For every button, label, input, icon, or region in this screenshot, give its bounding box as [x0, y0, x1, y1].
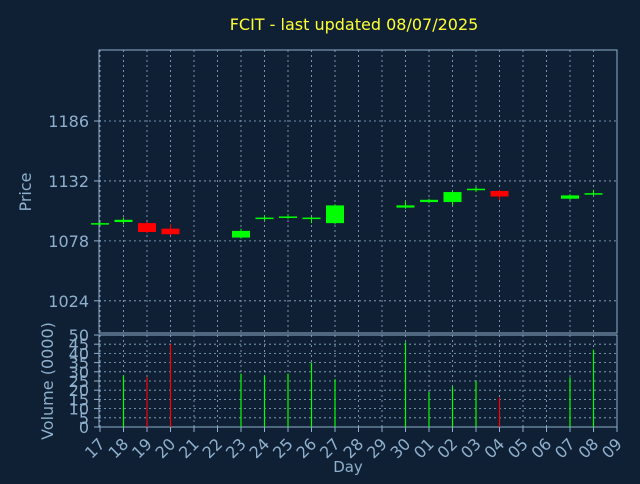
candle-body — [326, 205, 344, 224]
volume-tick-label: 5 — [79, 409, 89, 428]
candle-body — [302, 217, 321, 220]
chart-title: FCIT - last updated 08/07/2025 — [230, 15, 479, 34]
candle-body — [161, 228, 180, 235]
price-axis-label: Price — [16, 172, 35, 211]
volume-tick-label: 25 — [69, 372, 89, 391]
candle-body — [490, 190, 509, 197]
candle-body — [114, 219, 133, 223]
price-tick-label: 1132 — [48, 172, 89, 191]
candle-body — [420, 199, 438, 203]
volume-tick-label: 45 — [69, 335, 89, 354]
price-tick-label: 1078 — [48, 232, 89, 251]
volume-tick-label: 50 — [69, 326, 89, 345]
x-tick-label: 09 — [598, 434, 626, 462]
candle-body — [561, 195, 579, 199]
x-tick-labels: 1718192021222324252627282930010203040506… — [81, 427, 626, 462]
candle-body — [279, 216, 297, 218]
day-axis-label: Day — [333, 458, 363, 476]
volume-axis-label: Volume (0000) — [38, 322, 57, 440]
candle-body — [443, 192, 462, 203]
candle-body — [255, 217, 274, 220]
volume-tick-label: 40 — [69, 344, 89, 363]
volume-tick-label: 20 — [69, 381, 89, 400]
volume-tick-label: 0 — [79, 418, 89, 437]
price-tick-label: 1186 — [48, 112, 89, 131]
candle-body — [91, 223, 109, 225]
price-tick-label: 1024 — [48, 292, 89, 311]
candle-body — [584, 193, 603, 195]
volume-tick-label: 10 — [69, 400, 89, 419]
volume-tick-label: 30 — [69, 363, 89, 382]
candle-body — [396, 205, 415, 208]
price-frame — [98, 49, 618, 334]
candle-body — [467, 188, 485, 191]
volume-tick-label: 15 — [69, 390, 89, 409]
candle-body — [232, 230, 250, 238]
price-panel: 1024 1078 1132 1186 — [48, 49, 618, 334]
candle-body — [138, 223, 156, 233]
volume-tick-label: 35 — [69, 354, 89, 373]
